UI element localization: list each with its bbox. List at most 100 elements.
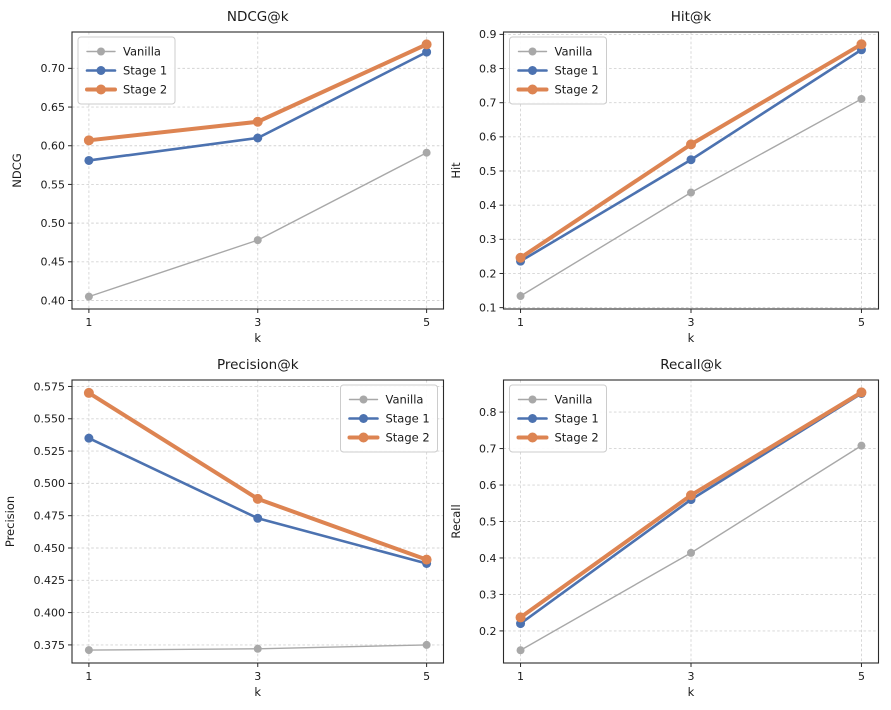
legend-marker-stage-2 — [358, 432, 369, 443]
data-point-stage-2 — [515, 612, 526, 623]
data-point-vanilla — [84, 646, 93, 655]
data-point-stage-1 — [84, 155, 94, 165]
y-tick-label: 0.65 — [41, 101, 66, 114]
data-point-stage-2 — [252, 116, 263, 127]
legend-label-stage-2: Stage 2 — [554, 431, 598, 445]
x-tick-label: 3 — [254, 316, 261, 329]
data-point-stage-1 — [422, 47, 432, 57]
x-tick-label: 5 — [423, 670, 430, 683]
x-tick-label: 5 — [857, 670, 864, 683]
x-tick-label: 1 — [85, 316, 92, 329]
legend-marker-stage-1 — [359, 414, 368, 423]
chart-precision-at-k: 1 3 5 0.375 0.400 0.425 0.450 0.475 0.500 0.525 0.… — [3, 357, 445, 699]
y-tick-label: 0.5 — [479, 165, 497, 178]
data-point-vanilla — [686, 188, 695, 197]
subplot-recall: 1 3 5 0.2 0.3 0.4 0.5 0.6 0.7 0.8 Recall@k k Recall V… — [446, 355, 891, 710]
data-point-vanilla — [856, 94, 865, 103]
data-point-stage-2 — [83, 387, 94, 398]
data-point-stage-2 — [855, 387, 866, 398]
legend: Vanilla Stage 1 Stage 2 — [77, 36, 176, 105]
data-point-vanilla — [422, 640, 431, 649]
chart-title: Hit@k — [670, 9, 711, 25]
legend-label-stage-1: Stage 1 — [554, 412, 598, 426]
y-tick-label: 0.4 — [479, 199, 497, 212]
y-tick-label: 0.8 — [479, 406, 497, 419]
y-tick-label: 0.70 — [41, 62, 66, 75]
data-point-vanilla — [84, 292, 93, 301]
y-tick-label: 0.7 — [479, 442, 497, 455]
y-tick-label: 0.375 — [34, 639, 66, 652]
legend-label-stage-1: Stage 1 — [554, 64, 598, 78]
legend-label-stage-2: Stage 2 — [386, 431, 430, 445]
legend-marker-vanilla — [97, 47, 105, 56]
legend: Vanilla Stage 1 Stage 2 — [508, 36, 607, 105]
legend-marker-stage-1 — [527, 66, 537, 75]
y-tick-label: 0.2 — [479, 267, 497, 280]
chart-recall-at-k: 1 3 5 0.2 0.3 0.4 0.5 0.6 0.7 0.8 Recall@k k Recall V… — [448, 357, 879, 699]
legend-marker-stage-1 — [96, 66, 106, 75]
y-tick-label: 0.475 — [34, 510, 66, 523]
chart-title: NDCG@k — [227, 9, 289, 25]
x-axis-label: k — [687, 331, 694, 345]
data-point-stage-2 — [685, 139, 696, 150]
y-tick-label: 0.8 — [479, 62, 497, 75]
y-tick-label: 0.4 — [479, 552, 497, 565]
y-tick-label: 0.40 — [41, 294, 66, 307]
x-tick-label: 1 — [517, 670, 524, 683]
data-point-stage-1 — [686, 155, 695, 165]
legend-label-stage-2: Stage 2 — [554, 83, 598, 97]
legend-label-vanilla: Vanilla — [554, 45, 592, 59]
data-point-vanilla — [253, 644, 262, 653]
chart-ndcg-at-k: 1 3 5 0.40 0.45 0.50 0.55 0.60 0.65 0.70 NDCG@k k ND… — [10, 9, 445, 345]
legend-marker-stage-2 — [527, 432, 537, 443]
legend-label-vanilla: Vanilla — [123, 45, 161, 59]
data-point-stage-1 — [253, 133, 263, 143]
legend-marker-vanilla — [359, 395, 368, 404]
y-axis-label: NDCG — [10, 153, 24, 187]
x-axis-label: k — [687, 685, 694, 699]
x-tick-label: 5 — [423, 316, 430, 329]
chart-title: Precision@k — [217, 357, 299, 373]
y-tick-label: 0.7 — [479, 97, 497, 110]
legend-label-stage-2: Stage 2 — [123, 83, 167, 97]
x-tick-label: 3 — [687, 670, 694, 683]
y-axis-label: Precision — [3, 496, 17, 547]
y-tick-label: 0.575 — [34, 380, 66, 393]
y-tick-label: 0.450 — [34, 542, 66, 555]
legend-marker-stage-1 — [527, 414, 537, 423]
subplot-precision: 1 3 5 0.375 0.400 0.425 0.450 0.475 0.500 0.525 0.… — [0, 355, 446, 710]
y-tick-label: 0.55 — [41, 178, 66, 191]
data-point-vanilla — [856, 441, 865, 450]
legend-marker-stage-2 — [527, 84, 537, 95]
legend: Vanilla Stage 1 Stage 2 — [340, 384, 438, 453]
y-tick-label: 0.500 — [34, 477, 66, 490]
y-axis-label: Recall — [448, 504, 462, 538]
data-point-stage-2 — [421, 554, 432, 565]
x-tick-label: 5 — [857, 316, 864, 329]
data-point-stage-1 — [84, 433, 94, 443]
y-tick-label: 0.45 — [41, 256, 66, 269]
legend-marker-vanilla — [528, 395, 536, 404]
y-tick-label: 0.2 — [479, 625, 497, 638]
y-tick-label: 0.5 — [479, 515, 497, 528]
y-tick-label: 0.9 — [479, 28, 497, 41]
y-tick-label: 0.6 — [479, 131, 497, 144]
x-tick-label: 1 — [85, 670, 92, 683]
x-tick-label: 3 — [254, 670, 261, 683]
y-tick-label: 0.425 — [34, 574, 66, 587]
data-point-stage-2 — [855, 39, 866, 50]
data-point-vanilla — [516, 646, 525, 655]
data-point-vanilla — [422, 148, 431, 157]
legend-label-stage-1: Stage 1 — [386, 412, 430, 426]
x-tick-label: 1 — [517, 316, 524, 329]
subplot-hit: 1 3 5 0.1 0.2 0.3 0.4 0.5 0.6 0.7 0.8 0.9 Hit@k k Hit V… — [446, 0, 891, 355]
data-point-vanilla — [253, 236, 262, 245]
data-point-stage-2 — [83, 135, 94, 146]
data-point-vanilla — [516, 292, 525, 301]
y-tick-label: 0.3 — [479, 233, 497, 246]
x-axis-label: k — [254, 685, 261, 699]
y-tick-label: 0.525 — [34, 445, 66, 458]
y-tick-label: 0.60 — [41, 140, 66, 153]
legend-label-vanilla: Vanilla — [554, 393, 592, 407]
